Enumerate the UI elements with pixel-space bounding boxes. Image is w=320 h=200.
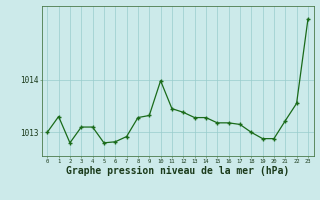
X-axis label: Graphe pression niveau de la mer (hPa): Graphe pression niveau de la mer (hPa)	[66, 166, 289, 176]
